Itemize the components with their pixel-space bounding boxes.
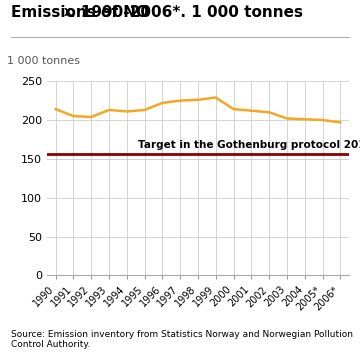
Text: Emissions of NO: Emissions of NO	[11, 5, 149, 20]
Text: Target in the Gothenburg protocol 2010: Target in the Gothenburg protocol 2010	[138, 139, 360, 150]
Text: Source: Emission inventory from Statistics Norway and Norwegian Pollution
Contro: Source: Emission inventory from Statisti…	[11, 330, 353, 349]
Text: . 1990-2006*. 1 000 tonnes: . 1990-2006*. 1 000 tonnes	[70, 5, 303, 20]
Text: 1 000 tonnes: 1 000 tonnes	[8, 56, 81, 66]
Text: X: X	[64, 8, 72, 18]
